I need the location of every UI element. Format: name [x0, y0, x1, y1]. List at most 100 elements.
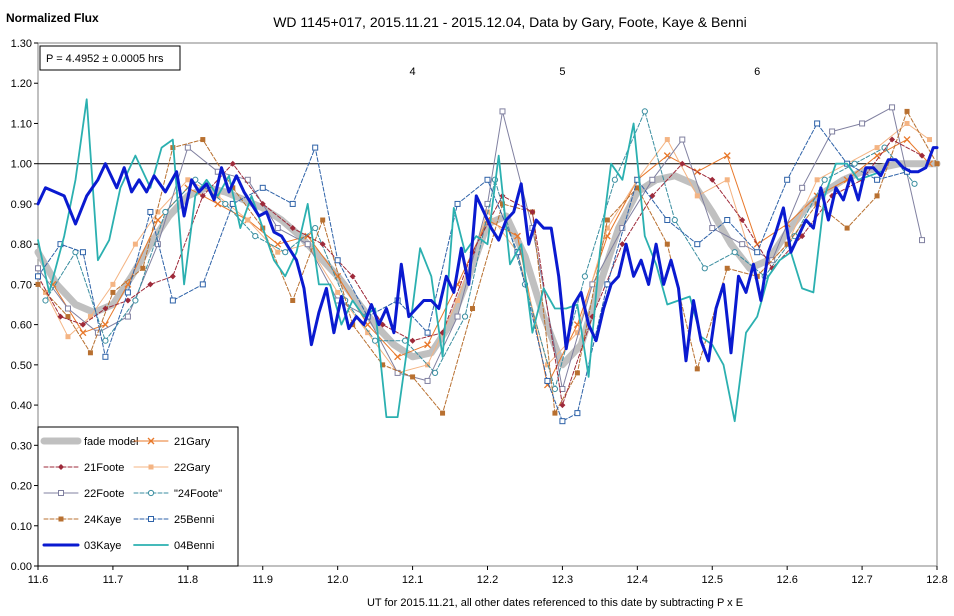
- x-tick-label: 12.6: [776, 574, 797, 586]
- series-22gary-point: [927, 137, 933, 143]
- chart-title: WD 1145+017, 2015.11.21 - 2015.12.04, Da…: [273, 14, 747, 30]
- series-24kaye-point: [230, 185, 236, 191]
- series-24kaye-point: [664, 241, 670, 247]
- series-24kaye-point: [140, 265, 146, 271]
- series-24kaye-point: [604, 217, 610, 223]
- series-22gary-point: [904, 120, 910, 126]
- series-24kaye-point: [470, 306, 476, 312]
- y-tick-label: 0.40: [11, 400, 32, 412]
- series-21foote-point: [229, 160, 236, 167]
- series-21gary-point-stroke: [873, 152, 881, 160]
- series-24foote-point: [252, 233, 259, 240]
- series-22foote-point: [154, 241, 161, 248]
- series-24kaye-point: [290, 297, 296, 303]
- series-21gary-point-stroke: [603, 232, 611, 240]
- series-25benni-point: [35, 273, 41, 280]
- series-22foote-point: [454, 313, 461, 320]
- series-21gary-point-stroke: [903, 136, 911, 144]
- series-21gary-point: [424, 341, 432, 349]
- series-22gary-point: [87, 314, 93, 320]
- series-22gary-point: [42, 289, 48, 295]
- series-21gary-point-stroke: [514, 232, 521, 240]
- legend-item-25benni: 25Benni: [133, 514, 214, 526]
- series-22gary-point: [275, 249, 281, 255]
- series-22foote-point: [499, 108, 506, 115]
- x-axis-label: UT for 2015.11.21, all other dates refer…: [367, 597, 743, 609]
- series-24kaye-point: [35, 281, 41, 287]
- series-22gary-point: [455, 297, 461, 303]
- series-21foote-point: [147, 281, 154, 288]
- y-tick-label: 0.80: [11, 239, 32, 251]
- series-21foote-point: [409, 337, 416, 344]
- legend-item-21gary-label: 21Gary: [174, 436, 211, 448]
- series-22gary-point: [65, 334, 71, 340]
- y-axis-label: Normalized Flux: [6, 11, 99, 25]
- series-22gary-point: [724, 177, 730, 183]
- legend-item-fade-model: fade model: [40, 436, 138, 448]
- series-24foote-point: [401, 337, 409, 344]
- legend-item-24foote-label: "24Foote": [174, 488, 222, 500]
- series-21foote-point: [889, 136, 896, 143]
- series-22foote-point: [649, 176, 656, 183]
- legend-item-22gary: 22Gary: [133, 462, 211, 474]
- series-24kaye-point: [874, 193, 880, 199]
- y-tick-label: 0.50: [11, 360, 32, 372]
- x-tick-label: 11.8: [178, 574, 199, 586]
- series-22gary-point: [110, 281, 116, 287]
- x-tick-label: 11.6: [28, 574, 49, 586]
- legend-item-21gary-marker: [147, 437, 155, 445]
- series-21gary-point-stroke: [364, 321, 372, 329]
- y-tick-label: 0.70: [11, 279, 32, 291]
- series-24foote-point: [461, 313, 469, 320]
- series-24kaye-point: [904, 108, 910, 114]
- series-24foote-point: [611, 176, 618, 183]
- legend-item-21foote-marker: [58, 464, 64, 470]
- series-22gary-point: [185, 177, 191, 183]
- legend-item-21gary-marker-stroke: [147, 437, 155, 445]
- series-21gary-point-stroke: [101, 321, 109, 329]
- x-tick-label: 12.1: [402, 574, 423, 586]
- series-25benni-point: [454, 200, 461, 207]
- series-25benni-point: [544, 377, 551, 384]
- x-tick-label: 12.8: [926, 574, 947, 586]
- series-21gary-point-stroke: [723, 152, 731, 160]
- series-22gary-point: [664, 137, 670, 143]
- series-22gary-point: [335, 289, 341, 295]
- y-tick-label: 1.10: [11, 118, 32, 130]
- series-25benni-point: [312, 144, 319, 151]
- series-22foote-point: [244, 176, 251, 183]
- series-24foote-point: [821, 176, 828, 183]
- cycle-annotation: 6: [754, 66, 760, 78]
- series-21foote-point: [709, 176, 716, 183]
- series-04benni-line: [37, 98, 882, 423]
- y-tick-label: 0.20: [11, 481, 32, 493]
- x-tick-label: 12.7: [851, 574, 872, 586]
- annotations-layer: 4 5 6: [410, 66, 761, 78]
- series-22foote-point: [709, 225, 716, 232]
- series-24foote-point: [282, 249, 289, 256]
- series-25benni-point: [724, 217, 731, 224]
- series-24kaye-point: [724, 265, 730, 271]
- x-tick-label: 12.0: [327, 574, 348, 586]
- series-25benni-point: [484, 176, 491, 183]
- series-22foote-point: [739, 241, 746, 248]
- series-25benni-point: [259, 184, 266, 191]
- series-22foote-point: [35, 265, 41, 272]
- series-21foote-point: [169, 273, 176, 280]
- cycle-annotation: 5: [559, 66, 565, 78]
- series-25benni-point: [334, 257, 341, 264]
- series-03kaye: [36, 146, 939, 363]
- series-21gary-point-stroke: [274, 240, 282, 248]
- series-24kaye-point: [934, 161, 940, 167]
- series-21foote-point: [619, 241, 626, 248]
- series-25benni-point: [874, 176, 881, 183]
- series-24foote-point: [551, 385, 559, 393]
- series-21foote-point: [289, 225, 296, 232]
- series-22gary-point: [365, 330, 371, 336]
- legend-item-22foote-marker: [58, 490, 64, 496]
- period-label: P = 4.4952 ± 0.0005 hrs: [46, 53, 164, 65]
- series-24kaye-point: [200, 137, 206, 143]
- series-24kaye-point: [65, 314, 71, 320]
- series-24kaye-point: [574, 370, 580, 376]
- series-22foote-point: [829, 128, 836, 135]
